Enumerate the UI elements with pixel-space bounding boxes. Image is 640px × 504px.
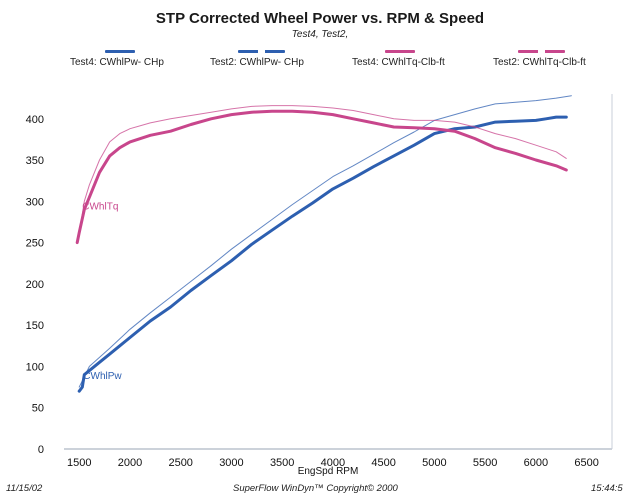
y-tick-label: 250 <box>26 238 44 250</box>
legend-label-test4-torque: Test4: CWhlTq-Clb-ft <box>352 57 445 68</box>
y-tick-label: 50 <box>32 403 44 415</box>
y-tick-label: 100 <box>26 361 44 373</box>
x-tick-label: 2000 <box>118 457 142 469</box>
annotations: CWhlTq CWhlPw <box>82 202 122 382</box>
axes <box>64 94 613 450</box>
x-tick-label: 5000 <box>422 457 446 469</box>
x-tick-labels: 1500 2000 2500 3000 3500 4000 4500 5000 5500 6000… <box>67 457 599 469</box>
series-annotation: CWhlTq <box>82 202 118 213</box>
footer-date: 11/15/02 <box>6 483 43 494</box>
legend-swatch-test2-power <box>238 50 285 53</box>
y-tick-label: 0 <box>38 444 44 456</box>
x-tick-label: 3500 <box>270 457 294 469</box>
legend-swatch-test4-torque <box>385 50 415 53</box>
x-tick-label: 2500 <box>168 457 192 469</box>
y-tick-label: 350 <box>26 155 44 167</box>
series-lines <box>75 95 572 393</box>
x-axis-label: EngSpd RPM <box>298 466 359 477</box>
legend-label-test2-power: Test2: CWhlPw- CHp <box>210 57 304 68</box>
series-annotation: CWhlPw <box>83 371 122 382</box>
y-tick-labels: 0 50 100 150 200 250 300 350 400 <box>26 114 44 456</box>
x-tick-label: 6000 <box>524 457 548 469</box>
y-tick-label: 400 <box>26 114 44 126</box>
y-tick-label: 200 <box>26 279 44 291</box>
chart-title: STP Corrected Wheel Power vs. RPM & Spee… <box>155 10 485 27</box>
series-line-3 <box>78 105 567 235</box>
footer-time: 15:44:5 <box>591 483 623 494</box>
x-tick-label: 3000 <box>219 457 243 469</box>
series-line-2 <box>75 109 568 245</box>
x-tick-label: 6500 <box>574 457 598 469</box>
series-line-0 <box>77 115 568 393</box>
x-tick-label: 4000 <box>321 457 345 469</box>
x-tick-label: 5500 <box>473 457 497 469</box>
chart-subtitle: Test4, Test2, <box>291 29 349 40</box>
x-tick-label: 4500 <box>371 457 395 469</box>
legend-swatch-test4-power <box>105 50 135 53</box>
y-tick-label: 150 <box>26 320 44 332</box>
x-tick-label: 1500 <box>67 457 91 469</box>
legend-label-test4-power: Test4: CWhlPw- CHp <box>70 57 164 68</box>
legend-label-test2-torque: Test2: CWhlTq-Clb-ft <box>493 57 586 68</box>
y-tick-label: 300 <box>26 196 44 208</box>
series-line-1 <box>78 95 572 388</box>
footer-software: SuperFlow WinDyn™ Copyright© 2000 <box>233 483 398 494</box>
legend-swatch-test2-torque <box>518 50 565 53</box>
